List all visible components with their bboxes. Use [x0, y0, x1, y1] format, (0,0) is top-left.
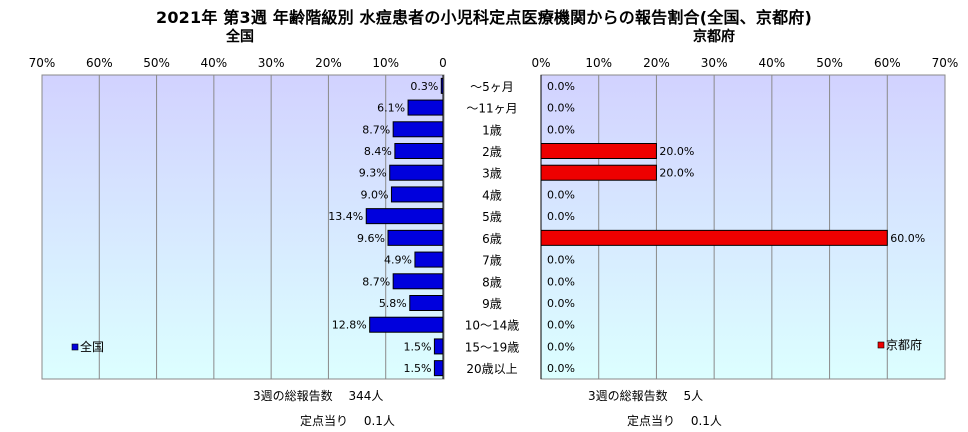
kyoto-value-label: 0.0%	[547, 188, 575, 201]
national-bar	[409, 295, 444, 311]
kyoto-legend-label: 京都府	[886, 337, 922, 352]
national-total-reports: 3週の総報告数 344人	[253, 389, 384, 403]
national-value-label: 1.5%	[403, 340, 431, 353]
kyoto-tick-label: 60%	[874, 56, 901, 70]
national-value-label: 8.4%	[364, 145, 392, 158]
national-legend-label: 全国	[80, 339, 104, 354]
national-value-label: 0.3%	[410, 80, 438, 93]
national-tick-label: 40%	[201, 56, 228, 70]
national-bar	[389, 164, 444, 181]
kyoto-tick-label: 50%	[816, 56, 843, 70]
age-category-label: 15～19歳	[465, 340, 520, 354]
kyoto-chart-title: 京都府	[693, 29, 735, 45]
kyoto-tick-label: 70%	[932, 56, 959, 70]
kyoto-value-label: 0.0%	[547, 123, 575, 136]
kyoto-tick-label: 10%	[585, 56, 612, 70]
national-value-label: 9.0%	[360, 188, 388, 201]
kyoto-value-label: 0.0%	[547, 102, 575, 115]
national-value-label: 8.7%	[362, 123, 390, 136]
kyoto-value-label: 0.0%	[547, 297, 575, 310]
national-bar	[392, 273, 444, 290]
kyoto-value-label: 0.0%	[547, 80, 575, 93]
kyoto-total-reports: 3週の総報告数 5人	[588, 389, 704, 403]
national-value-label: 5.8%	[379, 297, 407, 310]
kyoto-plot-area	[540, 74, 946, 380]
national-value-label: 9.6%	[357, 232, 385, 245]
national-value-label: 6.1%	[377, 102, 405, 115]
age-category-label: 7歳	[482, 254, 502, 268]
age-category-label: 20歳以上	[466, 362, 517, 376]
kyoto-value-label: 0.0%	[547, 340, 575, 353]
age-category-label: ～11ヶ月	[466, 102, 517, 116]
national-tick-label: 10%	[372, 56, 399, 70]
national-chart-title: 全国	[226, 29, 254, 45]
national-tick-label: 70%	[29, 56, 56, 70]
kyoto-value-label: 0.0%	[547, 319, 575, 332]
kyoto-value-label: 0.0%	[547, 210, 575, 223]
national-bar	[414, 251, 444, 268]
age-category-label: 2歳	[482, 145, 502, 159]
national-value-label: 4.9%	[384, 254, 412, 267]
national-tick-label: 60%	[86, 56, 113, 70]
national-value-label: 12.8%	[332, 319, 367, 332]
age-category-label: ～5ヶ月	[470, 80, 514, 94]
age-category-label: 8歳	[482, 275, 502, 289]
age-category-label: 3歳	[482, 167, 502, 181]
kyoto-value-label: 0.0%	[547, 254, 575, 267]
national-plot-area	[41, 74, 445, 380]
national-bar	[365, 208, 444, 225]
kyoto-value-label: 60.0%	[890, 232, 925, 245]
age-category-label: 4歳	[482, 188, 502, 202]
national-tick-label: 30%	[258, 56, 285, 70]
national-tick-label: 20%	[315, 56, 342, 70]
national-tick-label: 0	[439, 56, 447, 70]
national-value-label: 1.5%	[403, 362, 431, 375]
age-category-label: 6歳	[482, 232, 502, 246]
national-bar	[394, 143, 444, 159]
age-category-label: 5歳	[482, 210, 502, 224]
kyoto-bar	[540, 164, 657, 181]
kyoto-per-site: 定点当り 0.1人	[627, 414, 722, 428]
age-category-label: 10～14歳	[465, 319, 520, 333]
kyoto-tick-label: 0%	[531, 56, 550, 70]
national-bar	[392, 121, 444, 138]
kyoto-tick-label: 20%	[643, 56, 670, 70]
kyoto-tick-label: 40%	[759, 56, 786, 70]
national-value-label: 13.4%	[328, 210, 363, 223]
national-per-site: 定点当り 0.1人	[300, 414, 395, 428]
national-tick-label: 50%	[143, 56, 170, 70]
national-bar	[433, 338, 444, 355]
kyoto-legend-swatch	[877, 341, 885, 349]
national-bar	[387, 229, 444, 246]
age-category-label: 1歳	[482, 123, 502, 137]
national-legend-swatch	[71, 343, 79, 351]
national-bar	[369, 316, 444, 333]
kyoto-tick-label: 30%	[701, 56, 728, 70]
kyoto-bar	[540, 143, 657, 159]
kyoto-value-label: 20.0%	[659, 167, 694, 180]
national-bar	[390, 186, 444, 203]
national-value-label: 8.7%	[362, 275, 390, 288]
national-bar	[407, 99, 444, 116]
national-bar	[433, 360, 444, 377]
kyoto-value-label: 20.0%	[659, 145, 694, 158]
kyoto-bar	[540, 229, 888, 246]
kyoto-value-label: 0.0%	[547, 275, 575, 288]
kyoto-value-label: 0.0%	[547, 362, 575, 375]
age-category-label: 9歳	[482, 297, 502, 311]
national-value-label: 9.3%	[359, 167, 387, 180]
chart-title: 2021年 第3週 年齢階級別 水痘患者の小児科定点医療機関からの報告割合(全国…	[155, 8, 812, 27]
